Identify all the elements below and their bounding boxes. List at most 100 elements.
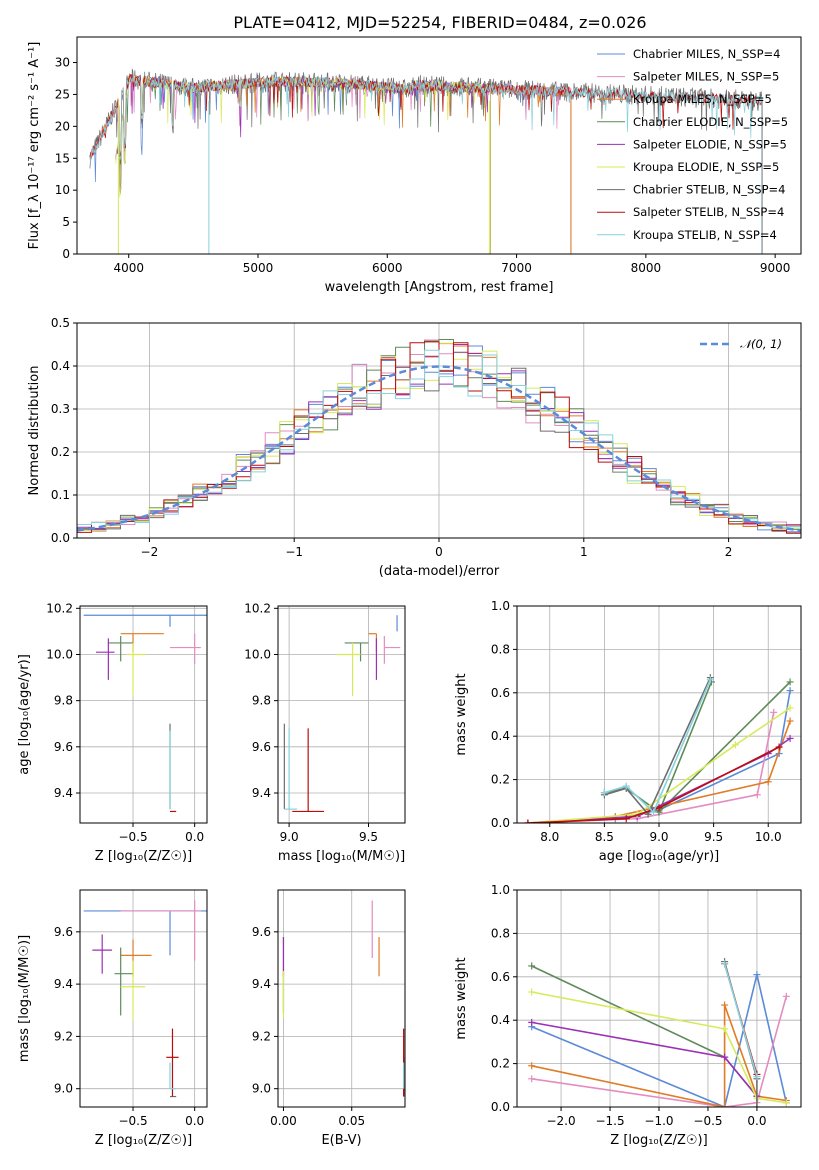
- x-axis-label: (data-model)/error: [379, 564, 500, 579]
- series-line: [89, 75, 763, 254]
- error-point: [126, 642, 146, 697]
- series-marker: [721, 1103, 729, 1107]
- series-line: [531, 1021, 758, 1097]
- panel-1: 4000 5000 6000 7000 8000 9000 0 5 10 15 20 25 30 wave…: [27, 36, 802, 295]
- series-marker: [721, 1025, 729, 1033]
- legend-label: Kroupa MILES, N_SSP=5: [633, 92, 772, 106]
- series-marker: [622, 815, 630, 823]
- y-tick-label: 10.0: [46, 647, 73, 661]
- series-marker: [706, 676, 714, 684]
- y-tick-label: 0.2: [51, 445, 70, 459]
- error-point: [120, 900, 201, 961]
- y-tick-label: 0.4: [51, 359, 70, 373]
- y-tick-label: 0.0: [491, 816, 510, 830]
- axes-frame: [79, 605, 208, 824]
- series-marker: [753, 971, 761, 979]
- plot-area: [283, 615, 401, 813]
- series-line: [604, 677, 712, 816]
- series-marker: [721, 1053, 729, 1061]
- error-point: [166, 1028, 179, 1097]
- y-axis-label: mass [log₁₀(M/M☉)]: [17, 935, 32, 1062]
- y-tick-label: 9.6: [54, 925, 73, 939]
- panel-6: −0.5 0.0 9.0 9.2 9.4 9.6 Z [log₁₀(Z/Z☉)] mass […: [17, 889, 208, 1148]
- y-tick-label: 0.4: [491, 1013, 510, 1027]
- error-point: [336, 642, 361, 697]
- histogram-series: [77, 349, 801, 529]
- series-line: [531, 996, 788, 1107]
- x-tick-label: 7000: [501, 261, 532, 275]
- x-tick-label: 10.0: [755, 830, 782, 844]
- panel-4: 9.0 9.5 9.4 9.6 9.8 10.0 10.2 mass [log₁₀(M/M☉)…: [244, 601, 406, 864]
- legend-label: Kroupa STELIB, N_SSP=4: [633, 228, 777, 242]
- y-tick-label: 9.4: [252, 786, 271, 800]
- y-tick-label: 10.0: [244, 647, 271, 661]
- y-tick-label: 0.2: [491, 773, 510, 787]
- x-tick-label: 0.05: [338, 1114, 365, 1128]
- series-marker: [775, 743, 783, 751]
- series-marker: [786, 678, 794, 686]
- y-tick-label: 9.2: [252, 1029, 271, 1043]
- series-line: [527, 707, 791, 823]
- y-tick-label: 0.4: [491, 729, 510, 743]
- plot-area: [524, 674, 794, 823]
- series-marker: [786, 704, 794, 712]
- series-marker: [770, 708, 778, 716]
- y-tick-label: 9.0: [252, 1082, 271, 1096]
- y-tick-label: 0.0: [51, 531, 70, 545]
- histogram-series: [77, 351, 801, 534]
- x-tick-label: −1.5: [595, 1114, 624, 1128]
- error-point: [344, 642, 369, 662]
- x-tick-label: −0.5: [693, 1114, 722, 1128]
- legend-label: Chabrier ELODIE, N_SSP=5: [633, 115, 788, 129]
- y-tick-label: 9.6: [252, 925, 271, 939]
- series-marker: [786, 734, 794, 742]
- x-tick-label: 9.0: [280, 830, 299, 844]
- x-tick-label: 6000: [372, 261, 403, 275]
- y-tick-label: 1.0: [491, 599, 510, 613]
- series-marker: [528, 1018, 536, 1026]
- legend-label: Kroupa ELODIE, N_SSP=5: [633, 160, 779, 174]
- x-axis-label: E(B-V): [321, 1133, 361, 1148]
- plot-area: [89, 68, 763, 254]
- x-tick-label: 4000: [113, 261, 144, 275]
- figure-title: PLATE=0412, MJD=52254, FIBERID=0484, z=0…: [233, 13, 646, 32]
- series-line: [531, 965, 758, 1097]
- plot-area: [83, 614, 207, 813]
- panels: 4000 5000 6000 7000 8000 9000051015202530wave…: [17, 36, 802, 1148]
- y-tick-label: 9.4: [54, 786, 73, 800]
- series-marker: [524, 819, 532, 823]
- series-line: [723, 963, 758, 1077]
- y-tick-label: 0: [62, 247, 70, 261]
- histogram-series: [77, 338, 801, 531]
- series-line: [531, 991, 787, 1104]
- x-axis-label: Z [log₁₀(Z/Z☉)]: [95, 1133, 192, 1148]
- y-tick-label: 0.1: [51, 488, 70, 502]
- x-tick-label: −2.0: [546, 1114, 575, 1128]
- error-point: [114, 947, 134, 1016]
- y-axis-label: Flux [f_λ 10⁻¹⁷ erg cm⁻² s⁻¹ A⁻¹]: [27, 42, 42, 250]
- y-axis-label: mass weight: [454, 673, 469, 755]
- x-tick-label: 9.5: [704, 830, 723, 844]
- x-tick-label: 0.0: [185, 1114, 204, 1128]
- y-tick-label: 0.2: [491, 1057, 510, 1071]
- error-point: [120, 960, 146, 1021]
- y-tick-label: 10.2: [46, 601, 73, 615]
- y-tick-label: 9.6: [252, 740, 271, 754]
- x-tick-label: 5000: [243, 261, 274, 275]
- panel-7: 0.00 0.05 9.0 9.2 9.4 9.6 E(B-V): [252, 889, 406, 1148]
- y-tick-label: 20: [55, 119, 70, 133]
- y-tick-label: 10: [55, 183, 70, 197]
- series-marker: [782, 1099, 790, 1107]
- x-tick-label: 0: [435, 545, 443, 559]
- y-tick-label: 10.2: [244, 601, 271, 615]
- axes-frame: [277, 605, 406, 824]
- series-line: [531, 974, 788, 1107]
- x-tick-label: 9.5: [359, 830, 378, 844]
- plot-area: [83, 900, 207, 1098]
- series-line: [115, 74, 491, 254]
- y-axis-label: Normed distribution: [27, 366, 42, 496]
- y-tick-label: 30: [55, 56, 70, 70]
- x-tick-label: 1: [580, 545, 588, 559]
- axes-frame: [79, 889, 208, 1108]
- series-marker: [786, 687, 794, 695]
